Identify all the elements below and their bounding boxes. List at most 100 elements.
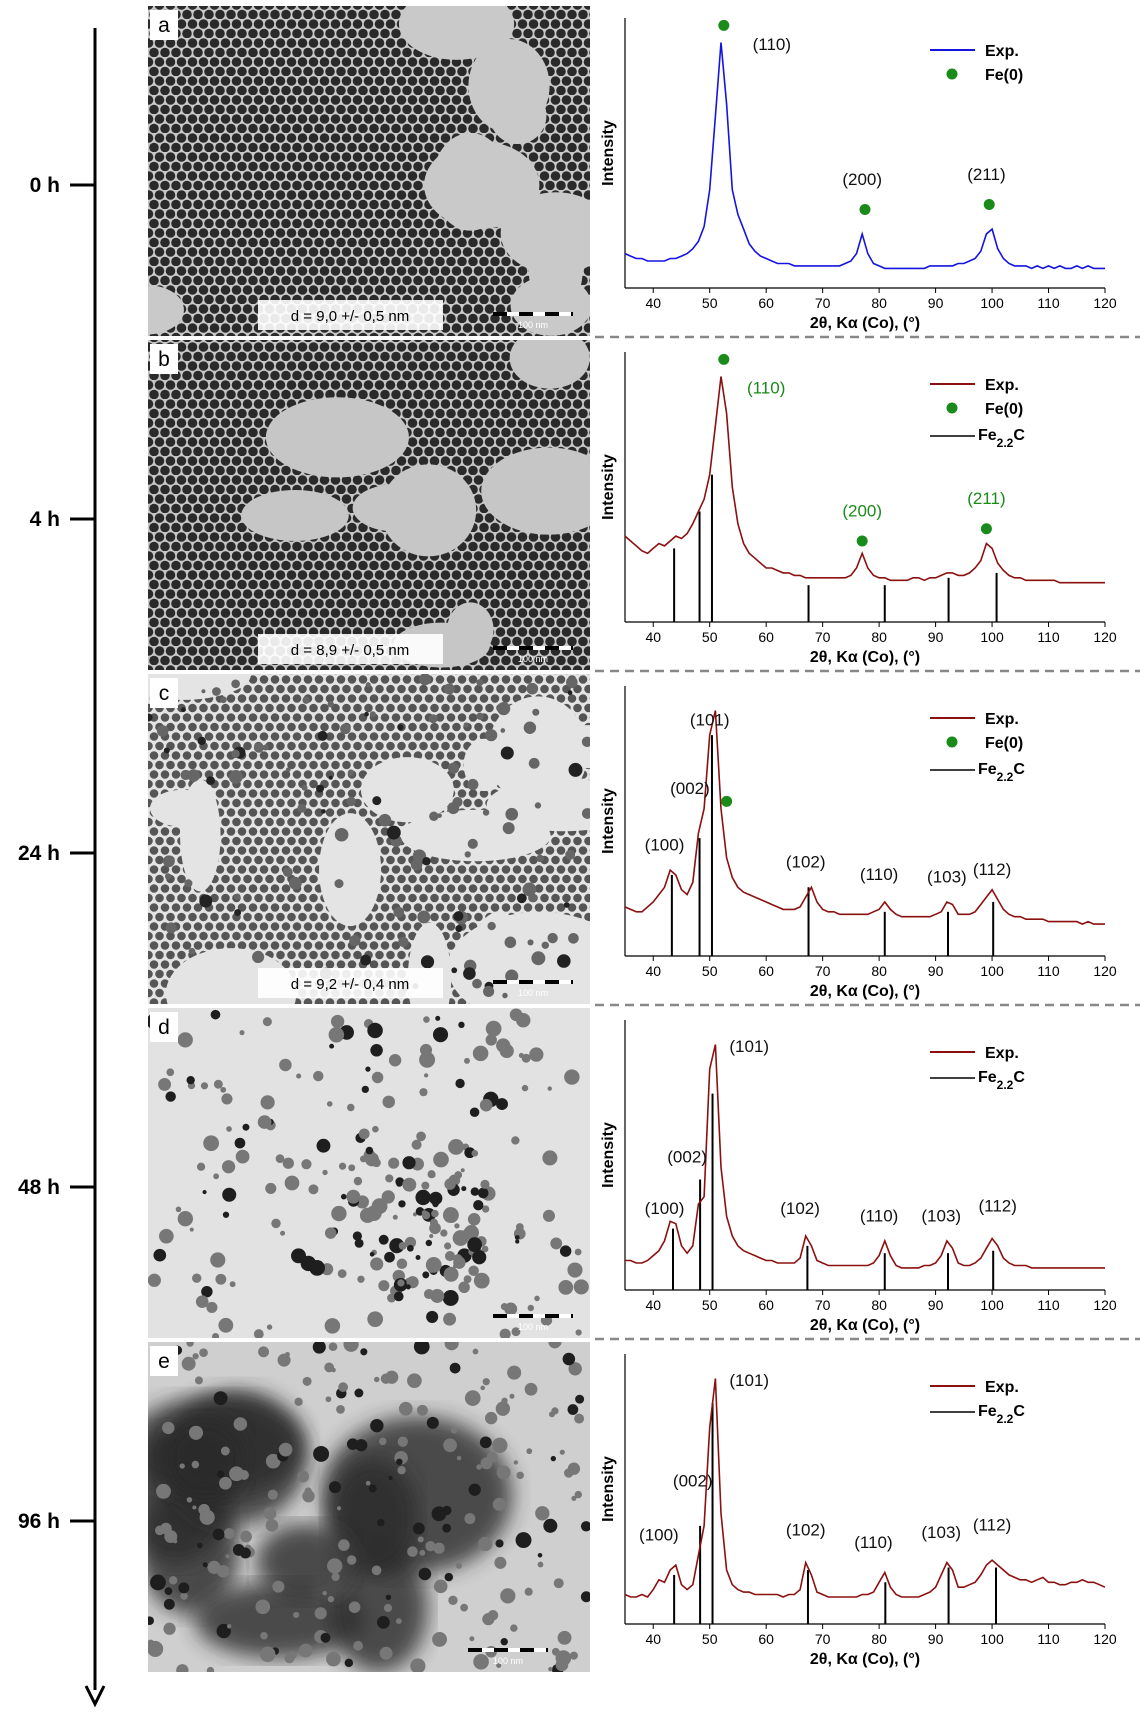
panel-letter: b: [158, 348, 170, 371]
x-tick-label: 60: [758, 295, 774, 311]
particle: [148, 1616, 154, 1626]
x-tick-label: 50: [702, 1297, 718, 1313]
particle: [444, 1207, 455, 1218]
x-tick-label: 80: [871, 295, 887, 311]
particle: [334, 879, 344, 889]
x-tick-label: 90: [928, 1631, 944, 1647]
particle: [565, 849, 576, 860]
particle: [500, 1588, 516, 1604]
particle: [196, 1162, 206, 1171]
particle: [352, 1231, 362, 1241]
x-tick-label: 40: [645, 295, 661, 311]
y-axis-label: Intensity: [600, 1456, 617, 1522]
particle: [202, 1562, 208, 1568]
particle: [397, 1436, 408, 1447]
particle: [467, 1213, 481, 1226]
particle: [217, 1565, 230, 1578]
particle: [388, 1157, 400, 1169]
particle: [547, 932, 558, 944]
aggregate: [256, 1524, 355, 1600]
particle: [297, 803, 307, 813]
legend-label: Exp.: [985, 1045, 1019, 1062]
particle: [158, 1077, 172, 1091]
particle: [461, 1186, 467, 1192]
particle: [569, 1651, 578, 1660]
particle: [234, 909, 242, 917]
particle: [206, 776, 215, 786]
particle: [511, 1136, 520, 1145]
particle: [271, 1218, 281, 1229]
particle: [422, 1271, 430, 1279]
aggregate: [327, 1457, 419, 1577]
x-tick-label: 80: [871, 629, 887, 645]
peak-label: (101): [729, 1037, 769, 1056]
particle: [166, 1068, 175, 1077]
x-tick-label: 110: [1037, 963, 1060, 979]
particle: [348, 1601, 361, 1614]
particle: [392, 1214, 398, 1220]
particle: [314, 1607, 327, 1620]
legend-label: Exp.: [985, 711, 1019, 728]
particle: [370, 1044, 383, 1057]
particle: [575, 1329, 582, 1336]
particle: [575, 1394, 585, 1404]
particle: [398, 1200, 406, 1208]
xrd-line: [624, 42, 1105, 270]
particle: [429, 1233, 434, 1239]
particle: [467, 1237, 483, 1253]
particle: [527, 1304, 535, 1312]
particle: [573, 1279, 589, 1295]
particle: [500, 1638, 508, 1646]
particle: [329, 1043, 335, 1049]
legend-swatch: [946, 68, 958, 80]
particle: [154, 1525, 165, 1536]
particle: [358, 1128, 370, 1140]
particle: [225, 1554, 230, 1559]
particle: [568, 1362, 582, 1376]
particle: [369, 1252, 375, 1257]
size-label: d = 8,9 +/- 0,5 nm: [291, 642, 409, 659]
particle: [321, 809, 326, 814]
particle: [482, 1378, 490, 1386]
x-axis-label: 2θ, Kα (Co), (°): [810, 1651, 920, 1668]
particle: [526, 682, 539, 695]
particle: [357, 1275, 365, 1283]
particle: [327, 1595, 335, 1603]
x-tick-label: 60: [758, 629, 774, 645]
tem-image: [148, 340, 590, 670]
particle: [393, 906, 405, 918]
particle: [210, 1252, 226, 1268]
particle: [371, 1071, 384, 1084]
particle: [505, 969, 519, 983]
particle: [419, 1051, 436, 1068]
particle: [231, 749, 240, 759]
particle: [559, 1245, 572, 1257]
x-tick-label: 40: [645, 1631, 661, 1647]
particle: [253, 742, 265, 753]
particle: [219, 1476, 232, 1490]
particle: [432, 1631, 447, 1647]
particle: [234, 1137, 246, 1149]
particle: [443, 683, 455, 695]
particle: [425, 1540, 436, 1552]
particle: [496, 1662, 502, 1668]
x-tick-label: 100: [980, 1631, 1004, 1647]
particle: [388, 1054, 402, 1067]
particle: [395, 1618, 402, 1625]
time-label: 24 h: [18, 842, 60, 865]
particle: [524, 1587, 533, 1596]
time-label: 48 h: [18, 1176, 60, 1199]
particle: [377, 1518, 385, 1527]
particle: [257, 1115, 272, 1129]
particle: [435, 1015, 441, 1021]
particle: [581, 808, 590, 819]
time-label: 4 h: [30, 508, 60, 531]
panel-letter-box: [150, 10, 178, 40]
particle: [521, 1084, 529, 1092]
particle: [470, 1187, 480, 1196]
xrd-line: [624, 376, 1105, 584]
empty-region: [424, 141, 540, 229]
aggregate: [329, 1543, 428, 1672]
particle: [186, 1497, 193, 1503]
empty-region: [287, 399, 368, 468]
